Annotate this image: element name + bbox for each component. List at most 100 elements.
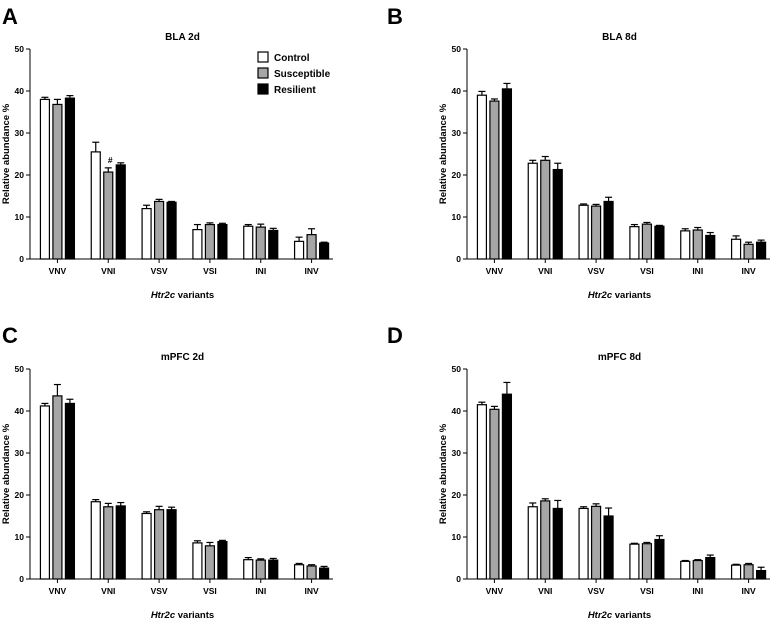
x-tick-label: VSV: [588, 586, 605, 596]
bar-susceptible: [103, 171, 114, 260]
x-axis-label-italic: Htr2c: [588, 610, 613, 618]
bar-resilient: [603, 515, 614, 580]
y-tick-label: 0: [19, 254, 24, 264]
bar-control: [680, 560, 691, 580]
bar-resilient: [755, 569, 767, 580]
bar-control: [141, 512, 152, 580]
y-axis-label: Relative abundance %: [438, 423, 449, 524]
panel-letter: A: [2, 4, 18, 29]
bar-resilient: [654, 225, 665, 260]
y-tick-label: 0: [456, 254, 461, 264]
y-tick-label: 30: [15, 448, 25, 458]
y-axis-label: Relative abundance %: [1, 423, 12, 524]
bar-susceptible: [489, 100, 500, 260]
y-tick-label: 10: [452, 532, 462, 542]
y-tick-label: 20: [452, 170, 462, 180]
x-tick-label: INI: [255, 266, 266, 276]
y-tick-label: 10: [15, 212, 25, 222]
x-tick-label: VNI: [538, 266, 552, 276]
chart-title: mPFC 2d: [161, 352, 204, 363]
bar-resilient: [166, 201, 177, 260]
bar-susceptible: [743, 243, 754, 260]
bar-control: [527, 506, 538, 580]
legend-label-resilient: Resilient: [274, 85, 316, 96]
legend-swatch-resilient: [257, 83, 269, 95]
bar-resilient: [115, 505, 126, 580]
y-tick-label: 0: [19, 574, 24, 584]
y-tick-label: 40: [452, 406, 462, 416]
x-axis-label: Htr2c variants: [151, 610, 214, 618]
bar-control: [730, 564, 742, 580]
y-tick-label: 30: [15, 128, 25, 138]
y-tick-label: 10: [15, 532, 25, 542]
x-axis-label: Htr2c variants: [588, 290, 651, 301]
bar-control: [192, 542, 203, 580]
y-tick-label: 40: [15, 86, 25, 96]
bar-resilient: [654, 538, 665, 580]
x-tick-label: VSV: [151, 266, 168, 276]
significance-annotation: #: [108, 155, 113, 165]
x-axis-label: Htr2c variants: [588, 610, 651, 618]
bar-control: [629, 226, 640, 260]
bar-control: [192, 229, 203, 260]
bar-resilient: [115, 164, 126, 260]
bar-resilient: [268, 559, 279, 580]
y-tick-label: 20: [15, 170, 25, 180]
bar-resilient: [318, 242, 330, 260]
legend-label-susceptible: Susceptible: [274, 69, 331, 80]
bar-susceptible: [204, 223, 216, 260]
y-tick-label: 40: [452, 86, 462, 96]
x-axis-label: Htr2c variants: [151, 290, 214, 301]
x-tick-label: VSI: [640, 586, 654, 596]
y-tick-label: 50: [452, 364, 462, 374]
x-axis-label-rest: variants: [175, 290, 214, 301]
bar-resilient: [318, 567, 330, 580]
bar-control: [476, 404, 488, 580]
bar-resilient: [501, 88, 513, 260]
x-tick-label: VNV: [49, 586, 67, 596]
x-tick-label: VSI: [203, 586, 217, 596]
x-tick-label: INV: [304, 266, 319, 276]
legend-swatch-control: [257, 51, 269, 63]
x-tick-label: INI: [692, 586, 703, 596]
panel-b: B BLA 8d 0 10 20 30 40 50 Relative abundance % Ht…: [387, 4, 770, 301]
bar-susceptible: [103, 506, 114, 580]
bar-susceptible: [692, 229, 703, 260]
bar-resilient: [705, 234, 716, 260]
y-tick-label: 0: [456, 574, 461, 584]
chart-title: BLA 2d: [165, 32, 200, 43]
bar-control: [293, 240, 305, 260]
bar-control: [578, 204, 589, 260]
bar-susceptible: [590, 205, 602, 260]
bar-control: [578, 507, 589, 580]
bar-control: [293, 564, 305, 580]
bar-resilient: [755, 241, 767, 260]
bar-resilient: [166, 509, 177, 580]
panel-letter: D: [387, 323, 403, 348]
bar-resilient: [552, 168, 563, 260]
bar-susceptible: [692, 559, 703, 580]
x-tick-label: VNI: [538, 586, 552, 596]
y-tick-label: 50: [15, 364, 25, 374]
bar-control: [476, 94, 488, 260]
bar-resilient: [217, 223, 228, 260]
x-tick-label: VSI: [640, 266, 654, 276]
y-tick-label: 40: [15, 406, 25, 416]
panel-a: A BLA 2d 0 10 20 30 40 50 Relative abundance % Ht…: [1, 4, 333, 301]
x-tick-label: INV: [304, 586, 319, 596]
bar-susceptible: [204, 545, 216, 580]
bar-resilient: [217, 541, 228, 580]
bar-resilient: [705, 556, 716, 580]
legend-swatch-susceptible: [257, 67, 269, 79]
bar-susceptible: [590, 505, 602, 580]
bar-control: [527, 162, 538, 260]
bar-control: [680, 230, 691, 260]
legend: Control Susceptible Resilient: [257, 51, 331, 96]
bar-susceptible: [641, 223, 653, 260]
bar-susceptible: [743, 564, 754, 580]
x-axis-label-italic: Htr2c: [151, 610, 176, 618]
